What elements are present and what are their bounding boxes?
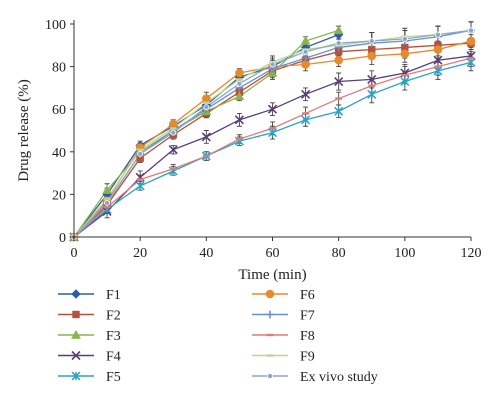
data-point-f5 xyxy=(367,89,377,99)
legend-marker-f5 xyxy=(71,371,81,381)
data-point-ex-vivo-study xyxy=(335,40,342,47)
data-point-ex-vivo-study xyxy=(104,199,111,206)
data-point-f8 xyxy=(103,205,111,209)
data-point-f6 xyxy=(202,94,211,103)
legend-marker-f1 xyxy=(71,289,81,299)
data-point-f4 xyxy=(168,145,178,155)
data-point-ex-vivo-study xyxy=(467,27,474,34)
data-point-ex-vivo-study xyxy=(203,104,210,111)
legend-label-ex-vivo-study: Ex vivo study xyxy=(300,370,378,385)
legend-label-f4: F4 xyxy=(106,350,121,365)
data-point-ex-vivo-study xyxy=(269,61,276,68)
data-point-f8 xyxy=(335,97,343,100)
legend-label-f8: F8 xyxy=(300,329,315,344)
data-point-f3 xyxy=(234,91,245,101)
x-tick-label: 80 xyxy=(332,246,346,261)
legend-label-f5: F5 xyxy=(106,370,121,385)
data-point-f5 xyxy=(267,128,278,138)
data-point-f9 xyxy=(169,127,177,130)
data-point-f4 xyxy=(433,55,443,65)
data-point-f8 xyxy=(434,65,442,68)
data-point-f9 xyxy=(202,101,210,105)
data-point-f4 xyxy=(267,104,278,114)
data-point-ex-vivo-study xyxy=(368,38,375,45)
legend-label-f1: F1 xyxy=(106,288,121,303)
data-point-ex-vivo-study xyxy=(401,35,408,42)
data-point-ex-vivo-study xyxy=(434,31,441,38)
data-point-f6 xyxy=(334,55,343,65)
data-point-f9 xyxy=(103,197,111,200)
legend-label-f6: F6 xyxy=(300,288,315,303)
legend-label-f2: F2 xyxy=(106,309,121,324)
legend: F1 F2 F3 F4 F5 F6 F7 F8 F9 Ex vivo study xyxy=(58,288,378,385)
data-point-f3 xyxy=(300,36,311,45)
data-point-f3 xyxy=(102,185,112,194)
data-point-f5 xyxy=(334,106,344,116)
data-point-f8 xyxy=(169,167,177,171)
data-point-f5 xyxy=(433,66,443,76)
data-point-f3 xyxy=(333,25,344,35)
data-point-f8 xyxy=(368,84,376,87)
legend-label-f9: F9 xyxy=(300,350,315,365)
x-axis-title: Time (min) xyxy=(238,267,306,283)
series-line-f8 xyxy=(73,57,472,238)
y-tick-label: 20 xyxy=(52,188,66,203)
data-point-f4 xyxy=(334,76,344,87)
y-tick-label: 0 xyxy=(59,231,66,246)
legend-marker-f3 xyxy=(71,329,81,339)
legend-marker-f4 xyxy=(71,350,81,361)
data-point-f5 xyxy=(135,181,145,191)
data-point-f5 xyxy=(466,57,476,67)
data-point-f8 xyxy=(202,154,210,158)
data-point-f9 xyxy=(136,148,144,151)
data-point-f6 xyxy=(400,49,410,59)
data-point-ex-vivo-study xyxy=(137,150,144,157)
data-point-f4 xyxy=(367,74,377,84)
series-line-f5 xyxy=(73,61,472,238)
x-tick-label: 100 xyxy=(394,246,415,261)
data-point-f5 xyxy=(400,76,410,87)
data-point-f8 xyxy=(467,56,475,60)
legend-marker-f8 xyxy=(266,333,274,337)
data-point-f6 xyxy=(235,68,244,78)
error-bars xyxy=(104,21,474,219)
data-point-f8 xyxy=(269,127,276,130)
x-tick-label: 0 xyxy=(71,246,78,261)
y-axis-title: Drug release (%) xyxy=(16,79,32,181)
data-point-f8 xyxy=(302,112,310,115)
x-tick-label: 120 xyxy=(461,246,482,261)
data-point-f8 xyxy=(136,178,144,181)
data-point-ex-vivo-study xyxy=(302,48,309,55)
y-tick-label: 60 xyxy=(52,103,66,118)
legend-label-f3: F3 xyxy=(106,329,121,344)
data-point-f4 xyxy=(301,89,311,99)
data-point-ex-vivo-study xyxy=(236,80,243,87)
data-point-f6 xyxy=(367,51,377,61)
x-tick-label: 20 xyxy=(133,246,147,261)
legend-label-f7: F7 xyxy=(300,309,315,324)
legend-marker-f2 xyxy=(72,310,80,319)
data-point-f7 xyxy=(301,54,310,63)
data-point-f8 xyxy=(401,73,409,77)
legend-marker-f6 xyxy=(265,289,275,299)
legend-marker-ex-vivo-study xyxy=(266,372,273,379)
data-point-f8 xyxy=(235,137,243,141)
data-point-f6 xyxy=(466,36,476,46)
series-line-f4 xyxy=(73,55,472,238)
data-point-f5 xyxy=(301,115,311,125)
data-point-f4 xyxy=(234,115,244,125)
data-point-f6 xyxy=(433,45,443,54)
data-point-f4 xyxy=(201,132,211,142)
axes: 0 20 40 60 80 100 120 0 20 40 60 80 100 xyxy=(45,18,482,261)
x-tick-label: 40 xyxy=(199,246,213,261)
y-tick-label: 80 xyxy=(52,61,66,76)
data-point-f9 xyxy=(235,78,243,81)
legend-marker-f9 xyxy=(266,354,274,357)
x-tick-label: 60 xyxy=(266,246,280,261)
y-tick-label: 40 xyxy=(52,146,66,161)
data-point-ex-vivo-study xyxy=(170,129,177,136)
y-tick-label: 100 xyxy=(45,18,66,33)
legend-marker-f7 xyxy=(266,310,274,319)
